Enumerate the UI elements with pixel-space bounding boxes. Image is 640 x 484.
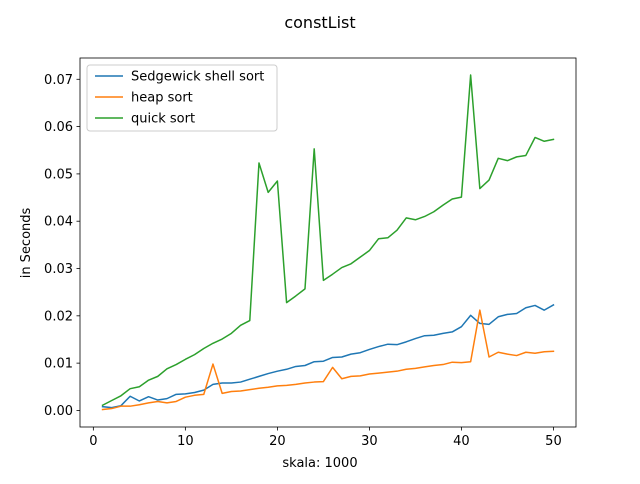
y-tick-label: 0.01 [44,357,73,372]
axes-frame [79,57,577,428]
legend-label-2: heap sort [131,91,193,106]
y-tick-label: 0.05 [44,167,73,182]
legend-label-3: quick sort [131,112,195,127]
y-axis-label: in Seconds [19,207,34,278]
legend: Sedgewick shell sort heap sort quick sort [86,64,278,132]
y-tick-label: 0.07 [44,73,73,88]
x-tick-label: 40 [453,434,470,449]
legend-label-1: Sedgewick shell sort [131,70,264,85]
x-tick-label: 0 [89,434,97,449]
legend-box [86,64,278,132]
x-tick-label: 50 [545,434,562,449]
y-tick-label: 0.04 [44,215,73,230]
y-tick-label: 0.00 [44,404,73,419]
series-line-2 [101,309,555,411]
x-axis-label: skala: 1000 [282,456,357,471]
y-tick-label: 0.02 [44,309,73,324]
y-tick-label: 0.03 [44,262,73,277]
chart-title: constList [284,13,355,32]
y-tick-label: 0.06 [44,120,73,135]
plot-area: 0 10 20 30 40 50 0.00 0.01 0.02 0.03 0.04 0.05 0.06 0… [44,57,577,449]
x-tick-label: 30 [361,434,378,449]
x-tick-label: 10 [177,434,194,449]
series-line-3 [101,74,555,407]
x-tick-label: 20 [269,434,286,449]
